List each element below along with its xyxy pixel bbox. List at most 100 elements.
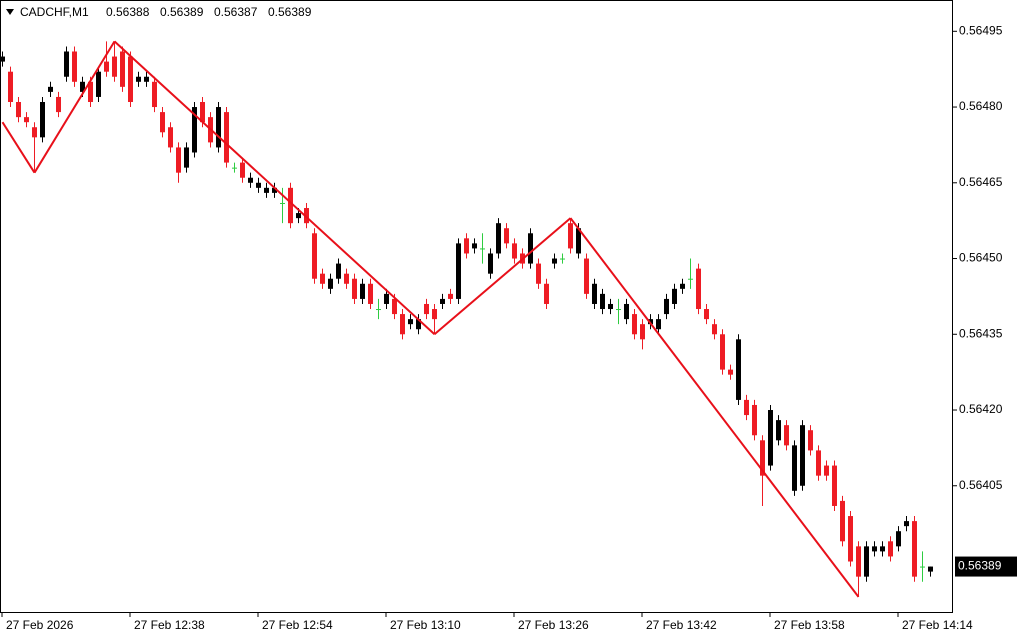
- candle-body: [224, 112, 229, 163]
- x-tick-label: 27 Feb 12:54: [262, 618, 333, 632]
- candle-body: [384, 293, 389, 304]
- candle-body: [136, 76, 141, 82]
- candle-body: [192, 107, 197, 153]
- candle-body: [824, 465, 829, 476]
- candle-body: [568, 223, 573, 249]
- candle-body: [496, 223, 501, 254]
- candle-body: [776, 420, 781, 441]
- candle-body: [864, 546, 869, 577]
- candle-body: [616, 309, 621, 311]
- y-tick-label: 0.56465: [959, 175, 1003, 189]
- candle-body: [928, 566, 933, 572]
- candle-body: [808, 430, 813, 451]
- candle-body: [280, 202, 285, 204]
- last-open: 0.56388: [106, 5, 150, 19]
- y-tick-label: 0.56495: [959, 23, 1003, 37]
- candle-body: [904, 521, 909, 527]
- candle-body: [32, 127, 37, 138]
- candle-body: [688, 278, 693, 280]
- candle-body: [360, 283, 365, 299]
- candle-body: [144, 76, 149, 82]
- candle-body: [24, 117, 29, 123]
- candle-body: [504, 228, 509, 244]
- candle-body: [488, 253, 493, 274]
- candle-body: [632, 314, 637, 335]
- candle-body: [472, 243, 477, 249]
- candle-body: [168, 127, 173, 148]
- candle-body: [264, 187, 269, 193]
- candle-body: [304, 208, 309, 224]
- candle-body: [760, 440, 765, 476]
- candle-body: [584, 258, 589, 294]
- candle-body: [232, 167, 237, 169]
- candle-body: [640, 324, 645, 340]
- candle-body: [88, 81, 93, 102]
- candle-body: [528, 233, 533, 264]
- x-tick-label: 27 Feb 12:38: [134, 618, 205, 632]
- candle-body: [552, 258, 557, 264]
- candle-body: [464, 238, 469, 254]
- candle-body: [896, 531, 901, 547]
- y-tick-label: 0.56420: [959, 402, 1003, 416]
- candle-body: [80, 81, 85, 92]
- candle-body: [880, 546, 885, 552]
- plot-frame: [0, 0, 953, 613]
- candle-body: [872, 546, 877, 552]
- candle-body: [744, 399, 749, 416]
- candle-body: [624, 303, 629, 320]
- candle-body: [424, 303, 429, 315]
- x-tick-label: 27 Feb 14:14: [902, 618, 973, 632]
- candle-body: [592, 283, 597, 304]
- candle-body: [888, 541, 893, 557]
- candle-body: [200, 101, 205, 123]
- last-close: 0.56389: [268, 5, 312, 19]
- candle-body: [840, 500, 845, 542]
- candle-body: [416, 319, 421, 330]
- candle-body: [656, 319, 661, 330]
- zigzag-segment: [569, 217, 860, 598]
- y-tick-label: 0.56480: [959, 99, 1003, 113]
- candle-body: [344, 273, 349, 284]
- candle-body: [160, 112, 165, 133]
- candle-body: [600, 293, 605, 310]
- candle-body: [448, 293, 453, 299]
- candle-body: [728, 369, 733, 375]
- zigzag-segment: [33, 40, 116, 174]
- candle-body: [240, 162, 245, 178]
- candle-body: [456, 243, 461, 299]
- candle-body: [560, 258, 565, 260]
- candle-body: [112, 56, 117, 77]
- candle-body: [704, 309, 709, 320]
- candle-body: [152, 81, 157, 108]
- candle-body: [440, 298, 445, 304]
- candle-body: [800, 425, 805, 486]
- candle-body: [48, 86, 53, 92]
- candle-body: [832, 465, 837, 506]
- candle-body: [336, 263, 341, 279]
- candle-body: [272, 187, 277, 193]
- candle-body: [128, 56, 133, 102]
- candle-body: [920, 566, 925, 568]
- candle-body: [856, 546, 861, 577]
- candle-body: [480, 248, 485, 250]
- candle-body: [120, 51, 125, 87]
- candle-body: [104, 61, 109, 72]
- candle-body: [0, 56, 5, 62]
- candle-body: [544, 283, 549, 304]
- x-tick-label: 27 Feb 13:58: [774, 618, 845, 632]
- candle-body: [328, 278, 333, 289]
- candle-body: [8, 71, 13, 102]
- candle-body: [784, 425, 789, 446]
- candle-body: [672, 288, 677, 304]
- candle-body: [432, 309, 437, 320]
- last-high: 0.56389: [160, 5, 204, 19]
- candle-body: [216, 107, 221, 148]
- candle-body: [816, 450, 821, 476]
- candle-body: [608, 303, 613, 310]
- candle-body: [648, 319, 653, 325]
- menu-arrow[interactable]: [6, 9, 14, 15]
- x-tick-label: 27 Feb 2026: [6, 618, 74, 632]
- candle-body: [720, 334, 725, 370]
- candle-body: [752, 404, 757, 436]
